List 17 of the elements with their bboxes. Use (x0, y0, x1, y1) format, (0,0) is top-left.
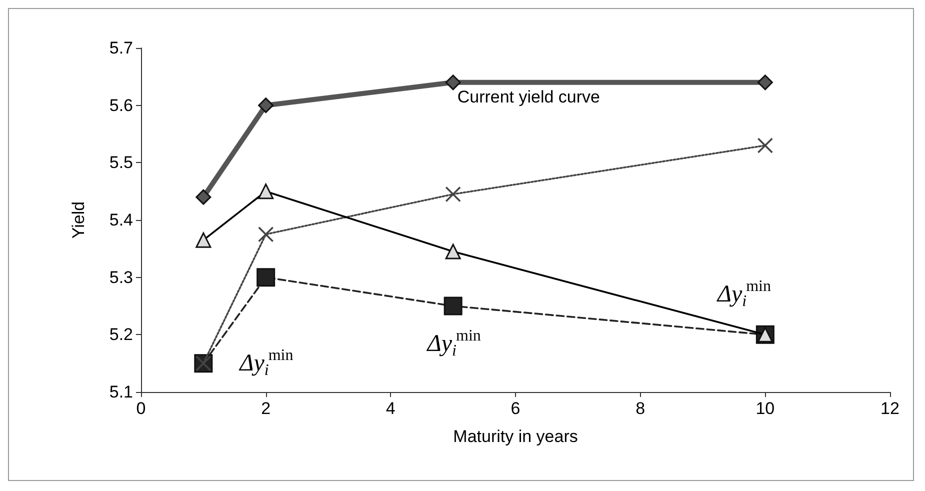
x-tick-label: 8 (636, 399, 646, 418)
y-tick-label: 5.7 (109, 38, 133, 58)
y-tick-label: 5.3 (109, 268, 133, 287)
x-tick-label: 0 (136, 399, 146, 418)
y-tick-label: 5.2 (109, 325, 133, 344)
x-tick-label: 12 (880, 399, 900, 418)
x-axis-title: Maturity in years (453, 427, 578, 446)
y-tick-label: 5.6 (109, 96, 133, 115)
series-label: Current yield curve (457, 88, 600, 107)
x-tick-label: 4 (386, 399, 396, 418)
x-tick-label: 10 (756, 399, 775, 418)
y-tick-label: 5.4 (109, 210, 133, 230)
y-tick-label: 5.1 (109, 382, 133, 402)
x-tick-label: 2 (261, 399, 271, 418)
x-tick-label: 6 (510, 399, 520, 418)
y-axis-title: Yield (69, 201, 88, 239)
y-tick-label: 5.5 (109, 153, 133, 172)
